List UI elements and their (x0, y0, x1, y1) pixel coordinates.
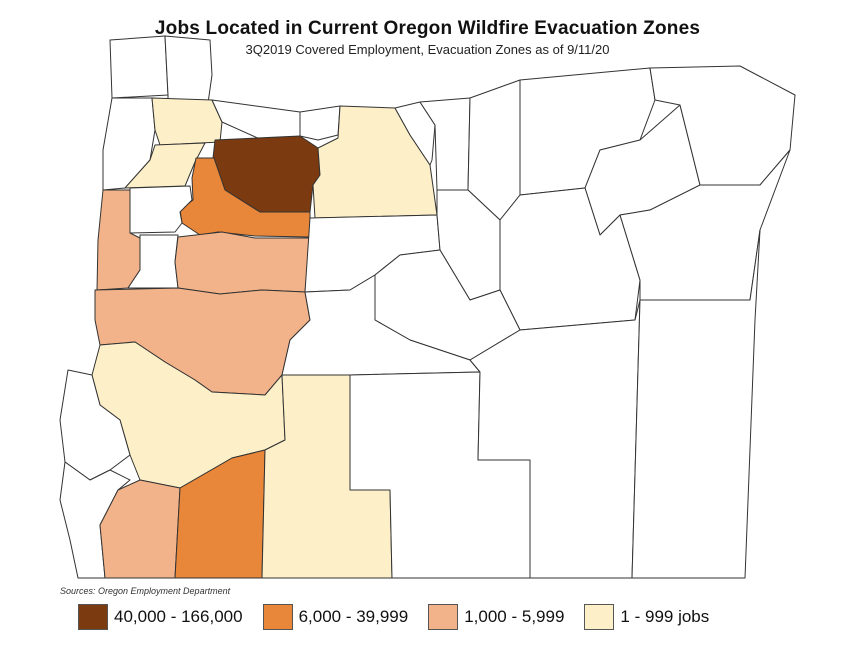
county-clatsop[interactable] (109, 35, 169, 99)
map-legend: 40,000 - 166,000 6,000 - 39,999 1,000 - … (78, 602, 723, 632)
source-note: Sources: Oregon Employment Department (60, 586, 231, 596)
county-linn[interactable] (174, 231, 311, 295)
county-washington[interactable] (151, 97, 223, 146)
county-malheur[interactable] (631, 229, 761, 579)
legend-swatch (428, 604, 459, 630)
legend-swatch (262, 604, 293, 630)
oregon-county-map (59, 35, 796, 579)
county-hood-river[interactable] (299, 105, 341, 141)
map-title: Jobs Located in Current Oregon Wildfire … (154, 18, 701, 39)
county-coos[interactable] (59, 369, 131, 481)
legend-swatch (584, 604, 615, 630)
legend-item-1-999: 1 - 999 jobs (584, 604, 709, 630)
legend-item-40000-166000: 40,000 - 166,000 (78, 604, 243, 630)
legend-label: 6,000 - 39,999 (298, 607, 409, 626)
legend-item-6000-39999: 6,000 - 39,999 (262, 604, 409, 630)
legend-label: 1 - 999 jobs (620, 607, 710, 626)
county-columbia[interactable] (164, 35, 213, 104)
county-baker[interactable] (619, 149, 791, 301)
legend-label: 1,000 - 5,999 (464, 607, 565, 626)
legend-swatch (78, 604, 108, 630)
map-subtitle: 3Q2019 Covered Employment, Evacuation Zo… (245, 42, 610, 57)
legend-item-1000-5999: 1,000 - 5,999 (428, 604, 564, 630)
legend-label: 40,000 - 166,000 (114, 607, 243, 626)
county-polk[interactable] (129, 185, 193, 234)
county-multnomah[interactable] (211, 99, 301, 141)
